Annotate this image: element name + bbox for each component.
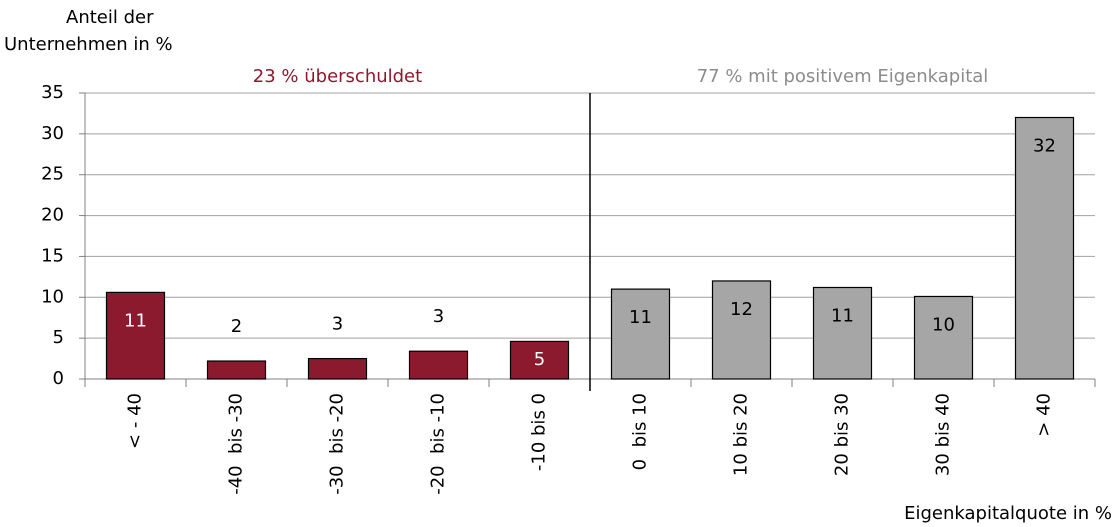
- bar: [1014, 116, 1075, 380]
- bar: [105, 291, 166, 380]
- bar: [307, 357, 368, 380]
- x-tick-label: -30 bis -20: [327, 393, 348, 495]
- value-label: 2: [231, 316, 242, 337]
- value-label: 10: [932, 314, 955, 335]
- value-label: 5: [534, 349, 545, 370]
- y-tick-label: 20: [41, 205, 64, 226]
- bar: [711, 280, 772, 380]
- value-label: 11: [831, 305, 854, 326]
- bar: [408, 350, 469, 380]
- x-tick-label: -10 bis 0: [529, 393, 550, 471]
- y-tick-label: 10: [41, 286, 64, 307]
- y-tick-label: 25: [41, 164, 64, 185]
- value-label: 11: [629, 307, 652, 328]
- value-label: 12: [730, 299, 753, 320]
- bar: [812, 286, 873, 380]
- x-tick-label: 0 bis 10: [630, 393, 651, 470]
- y-tick-label: 35: [41, 82, 64, 103]
- annotation: 23 % überschuldet: [253, 66, 422, 87]
- y-tick-label: 30: [41, 123, 64, 144]
- value-label: 3: [332, 314, 343, 335]
- value-label: 3: [433, 306, 444, 327]
- bar: [913, 295, 974, 380]
- y-axis-label: Anteil der: [66, 7, 154, 28]
- value-label: 32: [1033, 136, 1056, 157]
- y-tick-label: 15: [41, 245, 64, 266]
- y-axis-label: Unternehmen in %: [4, 34, 173, 55]
- x-tick-label: -40 bis -30: [226, 393, 247, 495]
- bar: [610, 288, 671, 380]
- x-tick-label: 20 bis 30: [832, 393, 853, 476]
- x-tick-label: -20 bis -10: [428, 393, 449, 495]
- x-tick-label: 10 bis 20: [731, 393, 752, 476]
- annotation: 77 % mit positivem Eigenkapital: [697, 66, 989, 87]
- x-axis-label: Eigenkapitalquote in %: [904, 503, 1112, 524]
- bar: [509, 340, 570, 380]
- x-tick-label: > 40: [1034, 393, 1055, 437]
- value-label: 11: [124, 310, 147, 331]
- y-tick-label: 0: [53, 368, 64, 389]
- x-tick-label: 30 bis 40: [933, 393, 954, 476]
- y-tick-label: 5: [53, 327, 64, 348]
- bar: [206, 360, 267, 380]
- x-tick-label: < - 40: [125, 393, 146, 449]
